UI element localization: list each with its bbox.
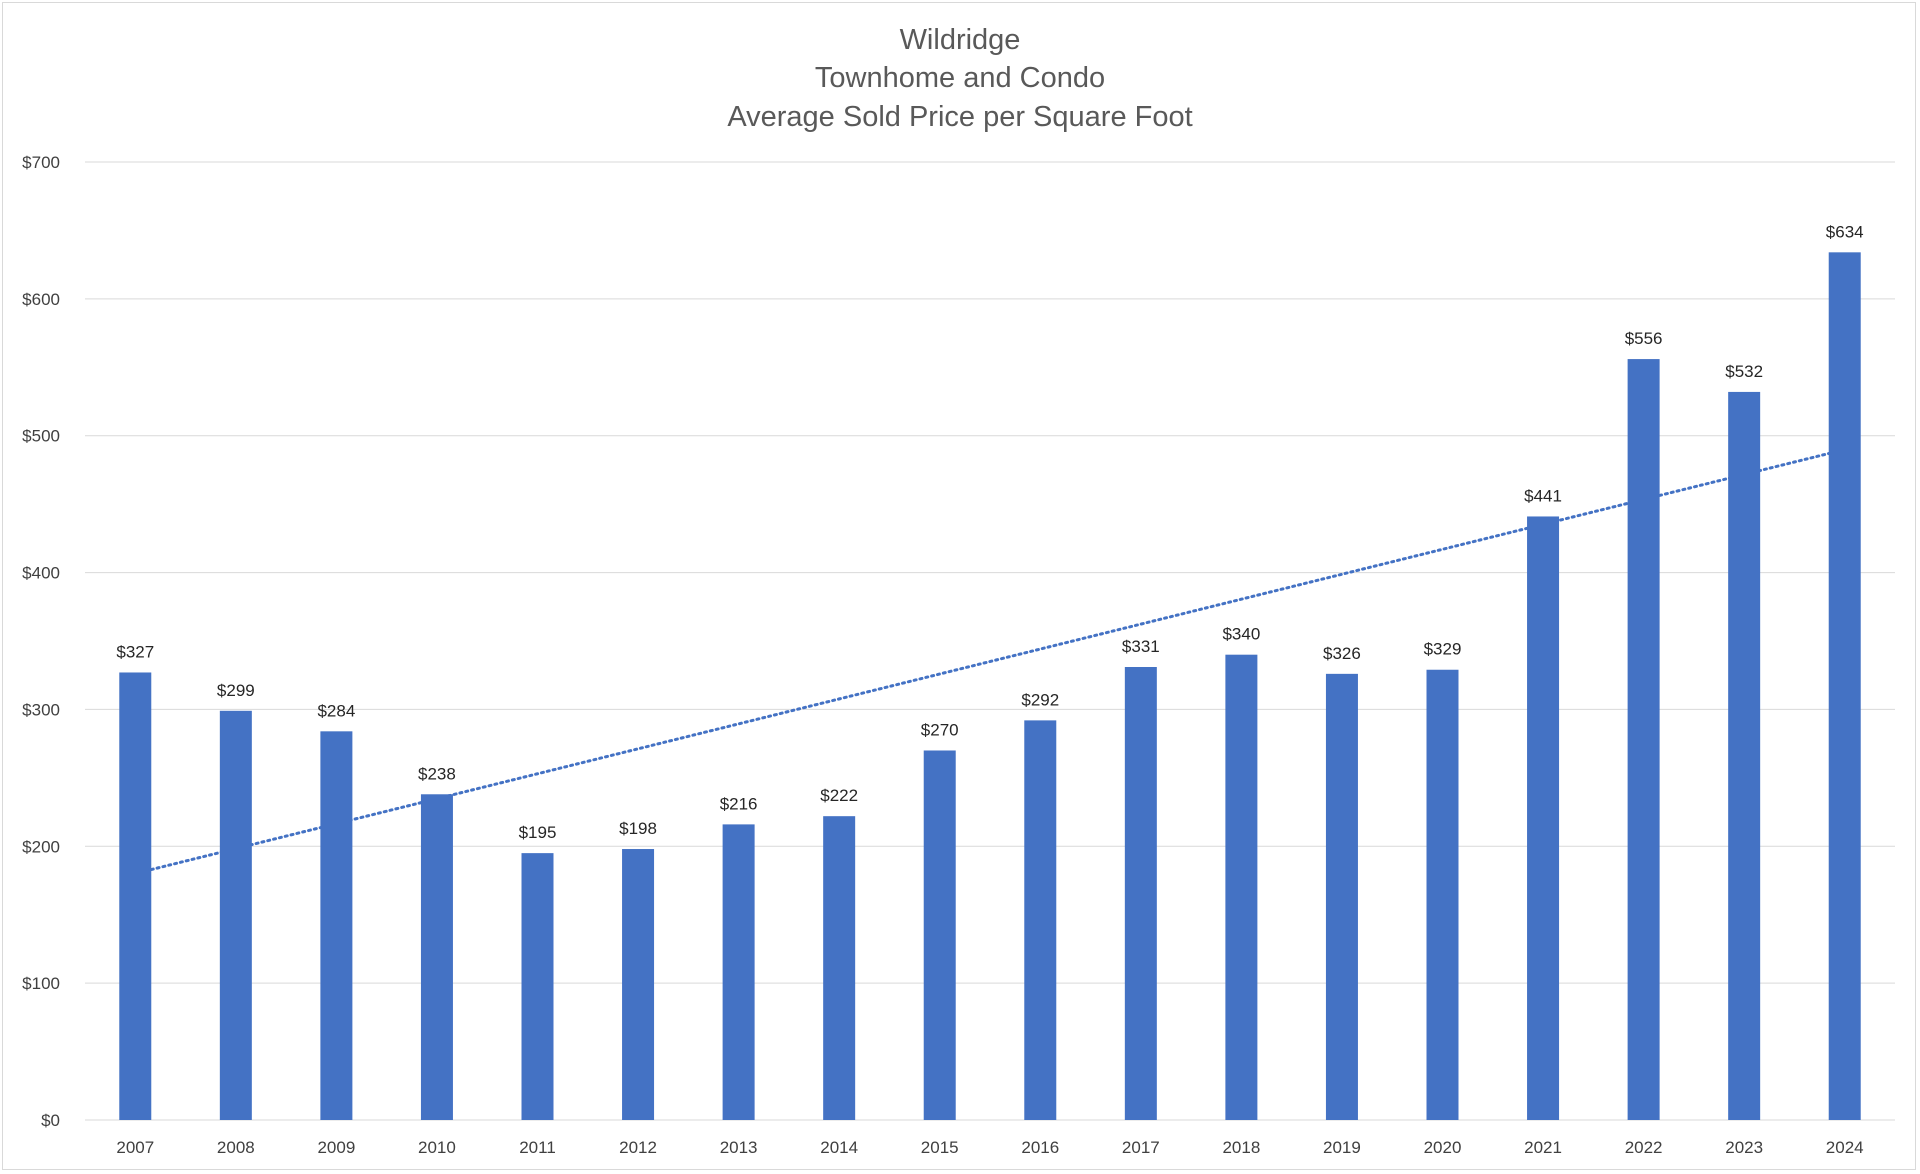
bars bbox=[119, 252, 1861, 1121]
x-tick-label: 2010 bbox=[418, 1138, 456, 1157]
x-tick-label: 2017 bbox=[1122, 1138, 1160, 1157]
x-tick-label: 2018 bbox=[1222, 1138, 1260, 1157]
bar bbox=[1024, 720, 1057, 1120]
data-label: $284 bbox=[317, 701, 355, 720]
bar bbox=[1426, 669, 1459, 1120]
data-labels: $327 $299 $284 $238 $195 $198 $216 $222 $270 $292… bbox=[116, 222, 1863, 842]
data-label: $532 bbox=[1725, 362, 1763, 381]
chart-title-line-3: Average Sold Price per Square Foot bbox=[727, 101, 1192, 133]
trendline bbox=[149, 452, 1831, 872]
x-axis-tick-labels: 2007 2008 2009 2010 2011 2012 2013 2014 2015 2016… bbox=[116, 1138, 1863, 1157]
x-tick-label: 2022 bbox=[1625, 1138, 1663, 1157]
bar bbox=[320, 731, 353, 1120]
chart-title-line-1: Wildridge bbox=[900, 24, 1021, 56]
x-tick-label: 2013 bbox=[720, 1138, 758, 1157]
data-label: $270 bbox=[921, 720, 959, 739]
x-tick-label: 2008 bbox=[217, 1138, 255, 1157]
bar bbox=[1828, 252, 1861, 1121]
x-tick-label: 2011 bbox=[519, 1138, 556, 1157]
x-tick-label: 2019 bbox=[1323, 1138, 1361, 1157]
y-tick-label: $600 bbox=[22, 290, 60, 309]
data-label: $556 bbox=[1625, 329, 1663, 348]
bar bbox=[420, 794, 453, 1120]
data-label: $327 bbox=[116, 642, 154, 661]
bar bbox=[1325, 673, 1358, 1120]
data-label: $195 bbox=[519, 823, 557, 842]
bar bbox=[1627, 359, 1660, 1120]
y-tick-label: $300 bbox=[22, 700, 60, 719]
y-tick-label: $700 bbox=[22, 153, 60, 172]
data-label: $441 bbox=[1524, 486, 1562, 505]
bar bbox=[521, 853, 554, 1120]
y-tick-label: $0 bbox=[41, 1111, 60, 1130]
chart-title-line-2: Townhome and Condo bbox=[815, 62, 1105, 94]
y-tick-label: $200 bbox=[22, 837, 60, 856]
data-label: $299 bbox=[217, 681, 255, 700]
x-tick-label: 2007 bbox=[116, 1138, 154, 1157]
gridlines bbox=[85, 161, 1895, 1121]
data-label: $340 bbox=[1222, 625, 1260, 644]
bar bbox=[1527, 516, 1560, 1120]
x-tick-label: 2009 bbox=[317, 1138, 355, 1157]
x-tick-label: 2015 bbox=[921, 1138, 959, 1157]
x-tick-label: 2023 bbox=[1725, 1138, 1763, 1157]
data-label: $331 bbox=[1122, 637, 1160, 656]
bar bbox=[622, 849, 655, 1120]
data-label: $222 bbox=[820, 786, 858, 805]
x-tick-label: 2021 bbox=[1524, 1138, 1562, 1157]
data-label: $326 bbox=[1323, 644, 1361, 663]
data-label: $238 bbox=[418, 764, 456, 783]
bar bbox=[1225, 654, 1258, 1120]
bar bbox=[219, 710, 252, 1120]
data-label: $216 bbox=[720, 794, 758, 813]
bar bbox=[823, 816, 856, 1120]
x-tick-label: 2014 bbox=[820, 1138, 858, 1157]
y-tick-label: $500 bbox=[22, 427, 60, 446]
bar bbox=[119, 672, 152, 1120]
bar bbox=[722, 824, 755, 1120]
chart-title: Wildridge Townhome and Condo Average Sol… bbox=[727, 24, 1192, 133]
data-label: $198 bbox=[619, 819, 657, 838]
x-tick-label: 2012 bbox=[619, 1138, 657, 1157]
trendline-layer bbox=[149, 452, 1831, 872]
data-label: $292 bbox=[1021, 690, 1059, 709]
y-axis-tick-labels: $0 $100 $200 $300 $400 $500 $600 $700 bbox=[22, 153, 60, 1130]
x-tick-label: 2024 bbox=[1826, 1138, 1864, 1157]
bar-chart: Wildridge Townhome and Condo Average Sol… bbox=[22, 24, 1895, 1157]
bar bbox=[1124, 667, 1157, 1120]
bar bbox=[1728, 391, 1761, 1120]
x-tick-label: 2016 bbox=[1021, 1138, 1059, 1157]
bar bbox=[923, 750, 956, 1120]
y-tick-label: $400 bbox=[22, 564, 60, 583]
x-tick-label: 2020 bbox=[1424, 1138, 1462, 1157]
data-label: $634 bbox=[1826, 222, 1864, 241]
data-label: $329 bbox=[1424, 640, 1462, 659]
y-tick-label: $100 bbox=[22, 974, 60, 993]
